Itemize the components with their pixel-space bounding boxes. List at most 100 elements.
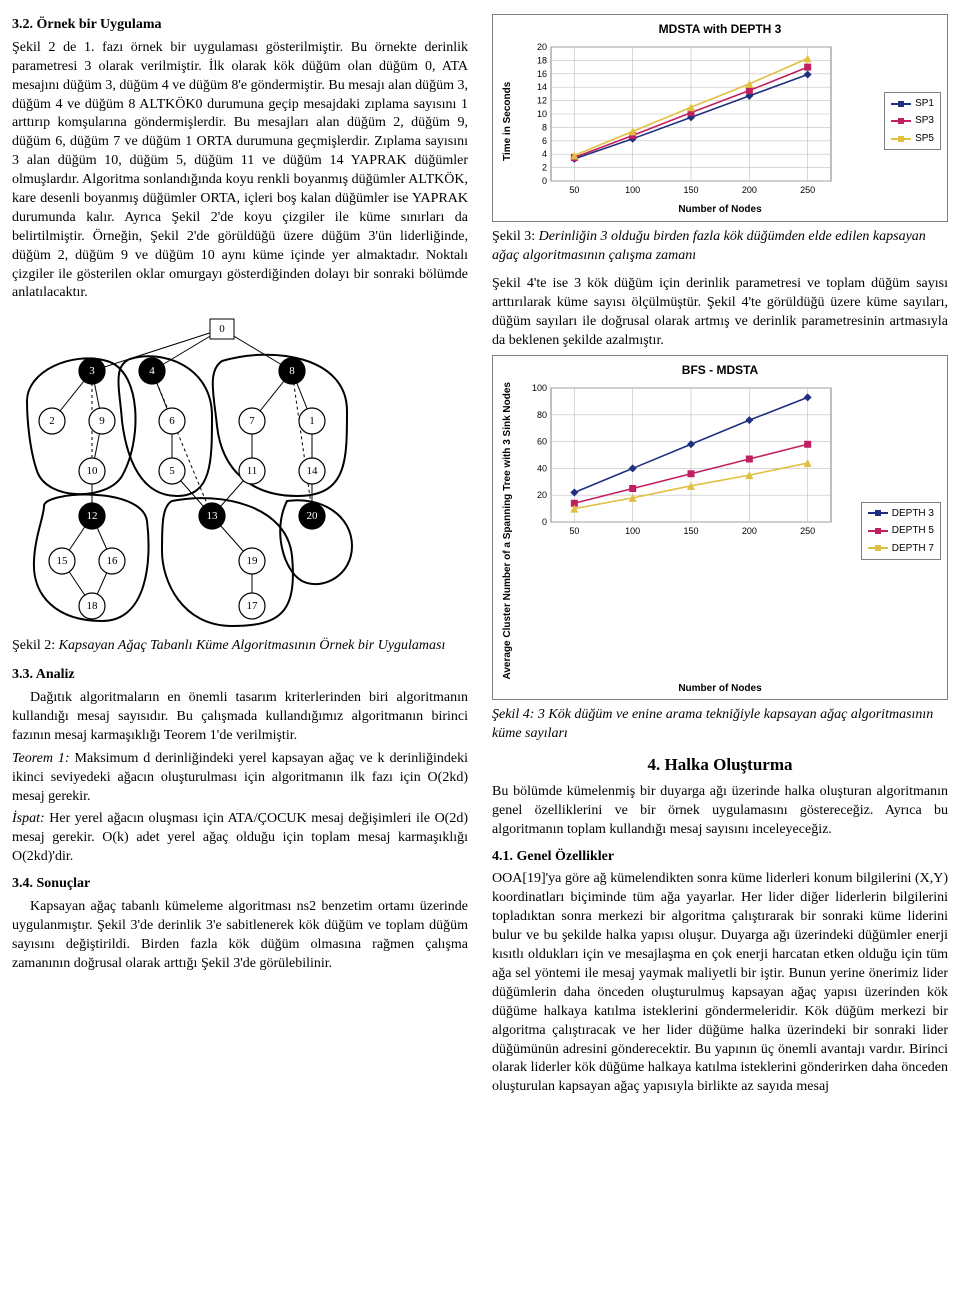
svg-text:10: 10 [536,109,546,119]
teorem-label: Teorem 1: [12,751,70,766]
figure-3-chart: MDSTA with DEPTH 3 Time in Seconds 0 2 4 6 8… [492,14,948,222]
svg-text:250: 250 [800,526,815,536]
svg-text:12: 12 [87,510,98,522]
figure-2-caption-lead: Şekil 2: [12,638,59,653]
chart1-xlabel: Number of Nodes [499,203,941,217]
figure-3-caption: Şekil 3: Derinliğin 3 olduğu birden fazl… [492,228,948,266]
svg-text:4: 4 [149,365,155,377]
svg-text:2: 2 [541,163,546,173]
right-column: MDSTA with DEPTH 3 Time in Seconds 0 2 4 6 8… [492,10,948,1101]
svg-text:18: 18 [87,600,99,612]
svg-text:60: 60 [536,437,546,447]
section-3-4-paragraph: Kapsayan ağaç tabanlı kümeleme algoritma… [12,898,468,974]
section-3-4-heading: 3.4. Sonuçlar [12,875,468,894]
svg-text:13: 13 [207,510,219,522]
paragraph-after-fig3: Şekil 4'te ise 3 kök düğüm için derinlik… [492,275,948,351]
figure-4-caption-lead: Şekil 4: [492,707,538,722]
svg-text:16: 16 [536,69,546,79]
section-4-1-heading: 4.1. Genel Özellikler [492,848,948,867]
svg-text:0: 0 [219,323,225,335]
svg-text:200: 200 [741,185,756,195]
svg-text:9: 9 [99,415,105,427]
svg-text:250: 250 [800,185,815,195]
legend-item: DEPTH 7 [868,542,934,556]
svg-text:200: 200 [741,526,756,536]
svg-text:50: 50 [569,185,579,195]
svg-text:2: 2 [49,415,55,427]
legend-label: SP5 [915,132,934,146]
svg-text:100: 100 [625,526,640,536]
legend-item: SP5 [891,132,934,146]
legend-item: DEPTH 5 [868,524,934,538]
svg-text:6: 6 [169,415,175,427]
svg-text:18: 18 [536,56,546,66]
section-4-heading: 4. Halka Oluşturma [492,754,948,777]
ispat-body: Her yerel ağacın oluşması için ATA/ÇOCUK… [12,811,468,864]
svg-text:20: 20 [536,42,546,52]
figure-4-caption-body: 3 Kök düğüm ve enine arama tekniğiyle ka… [492,707,933,741]
chart2-title: BFS - MDSTA [499,362,941,378]
svg-text:5: 5 [169,465,175,477]
ispat: İspat: Her yerel ağacın oluşması için AT… [12,810,468,867]
legend-label: DEPTH 7 [892,542,934,556]
page-columns: 3.2. Örnek bir Uygulama Şekil 2 de 1. fa… [12,10,948,1101]
svg-text:14: 14 [536,82,546,92]
svg-text:150: 150 [683,526,698,536]
svg-text:50: 50 [569,526,579,536]
svg-text:6: 6 [541,136,546,146]
svg-text:20: 20 [307,510,319,522]
svg-text:15: 15 [57,555,69,567]
chart1-ylabel: Time in Seconds [499,41,517,201]
svg-text:40: 40 [536,464,546,474]
svg-text:7: 7 [249,415,255,427]
svg-text:10: 10 [87,465,99,477]
svg-text:0: 0 [541,517,546,527]
section-3-2-heading: 3.2. Örnek bir Uygulama [12,16,468,35]
teorem-body: Maksimum d derinliğindeki yerel kapsayan… [12,751,468,804]
chart2-legend: DEPTH 3 DEPTH 5 DEPTH 7 [861,502,941,561]
figure-2-caption: Şekil 2: Kapsayan Ağaç Tabanlı Küme Algo… [12,637,468,656]
legend-label: DEPTH 5 [892,524,934,538]
ispat-label: İspat: [12,811,45,826]
legend-label: SP3 [915,114,934,128]
figure-4-chart: BFS - MDSTA Average Cluster Number of a … [492,355,948,700]
svg-text:100: 100 [531,383,546,393]
chart1-title: MDSTA with DEPTH 3 [499,21,941,37]
svg-text:14: 14 [307,465,319,477]
figure-4-caption: Şekil 4: 3 Kök düğüm ve enine arama tekn… [492,706,948,744]
svg-text:150: 150 [683,185,698,195]
svg-text:100: 100 [625,185,640,195]
chart2-ylabel: Average Cluster Number of a Spanning Tre… [499,382,517,679]
svg-text:1: 1 [309,415,315,427]
chart1-legend: SP1 SP3 SP5 [884,92,941,151]
legend-label: DEPTH 3 [892,507,934,521]
section-4-paragraph: Bu bölümde kümelenmiş bir duyarga ağı üz… [492,783,948,840]
svg-text:0: 0 [541,176,546,186]
legend-item: SP3 [891,114,934,128]
svg-text:3: 3 [89,365,95,377]
chart2-xlabel: Number of Nodes [499,682,941,696]
svg-text:8: 8 [541,123,546,133]
section-4-1-paragraph: OOA[19]'ya göre ağ kümelendikten sonra k… [492,870,948,1097]
section-3-3-paragraph: Dağıtık algoritmaların en önemli tasarım… [12,689,468,746]
svg-text:19: 19 [247,555,259,567]
svg-text:80: 80 [536,410,546,420]
figure-2-diagram: 0 3 4 8 2 9 6 7 1 10 5 11 14 12 13 20 15 16 19 18 17 [12,311,468,631]
section-3-3-heading: 3.3. Analiz [12,666,468,685]
teorem-1: Teorem 1: Maksimum d derinliğindeki yere… [12,750,468,807]
figure-3-caption-body: Derinliğin 3 olduğu birden fazla kök düğ… [492,229,926,263]
left-column: 3.2. Örnek bir Uygulama Şekil 2 de 1. fa… [12,10,468,1101]
section-3-2-paragraph: Şekil 2 de 1. fazı örnek bir uygulaması … [12,39,468,303]
figure-3-caption-lead: Şekil 3: [492,229,539,244]
svg-text:8: 8 [289,365,295,377]
svg-text:12: 12 [536,96,546,106]
legend-item: SP1 [891,97,934,111]
svg-text:4: 4 [541,149,546,159]
legend-item: DEPTH 3 [868,507,934,521]
svg-text:17: 17 [247,600,259,612]
figure-2-caption-body: Kapsayan Ağaç Tabanlı Küme Algoritmasını… [59,638,446,653]
svg-text:20: 20 [536,490,546,500]
svg-text:16: 16 [107,555,119,567]
legend-label: SP1 [915,97,934,111]
svg-text:11: 11 [247,465,258,477]
